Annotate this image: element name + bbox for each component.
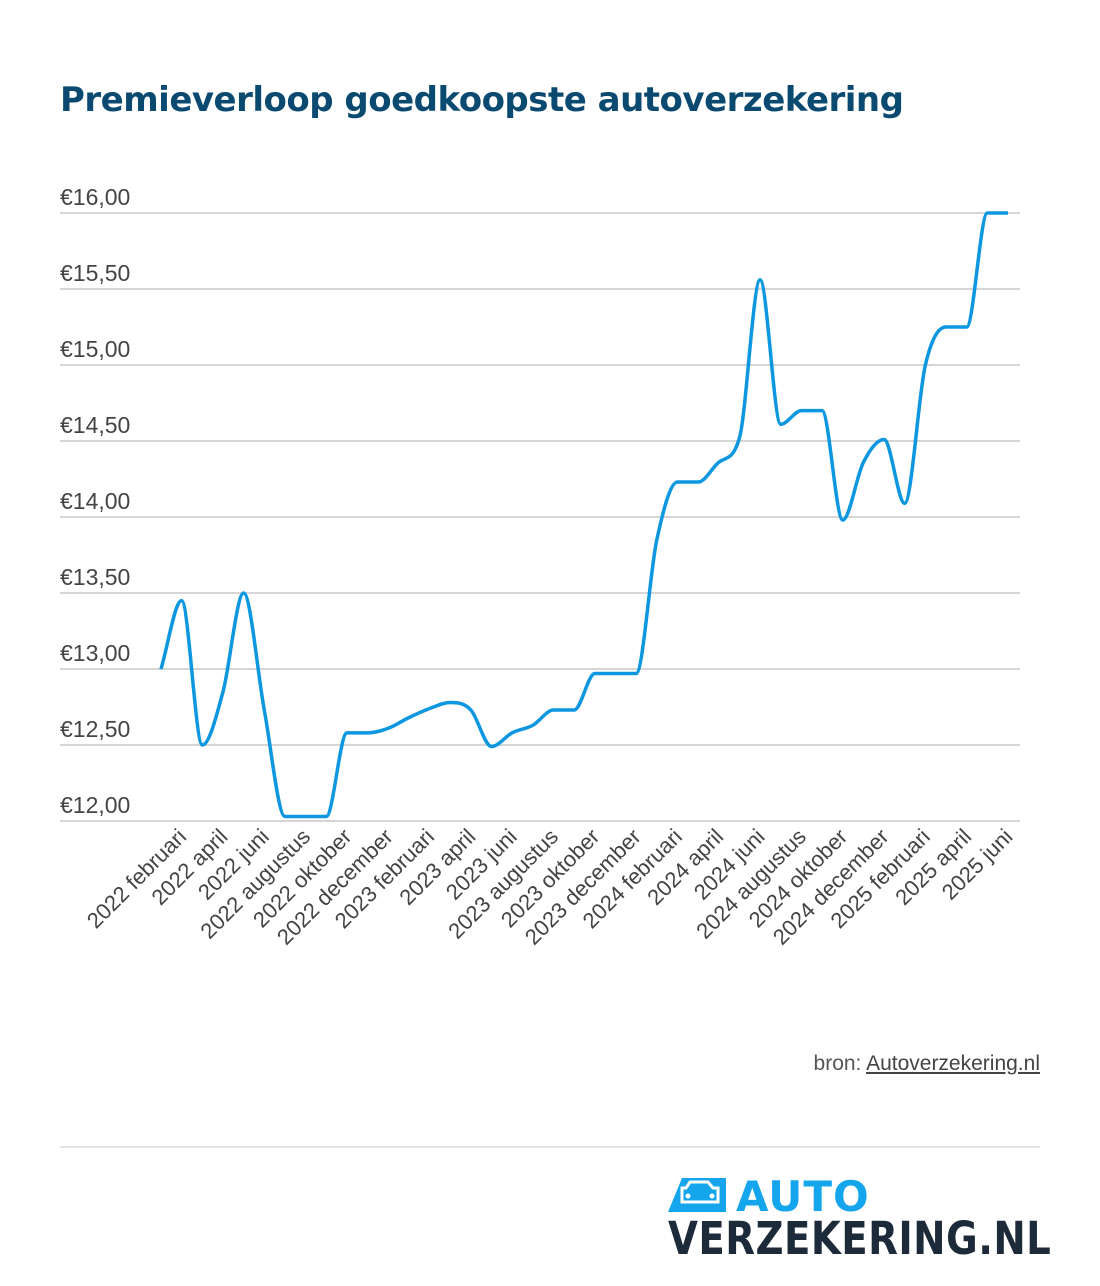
logo-text-verzekering: VERZEKERING.NL	[668, 1212, 1052, 1265]
logo-text-auto: AUTO	[736, 1172, 870, 1221]
logo: AUTO VERZEKERING.NL	[668, 1172, 1051, 1265]
source-link[interactable]: Autoverzekering.nl	[866, 1052, 1040, 1075]
source-prefix: bron:	[813, 1052, 867, 1075]
y-tick-label: €12,50	[60, 716, 130, 742]
y-tick-label: €13,00	[60, 640, 130, 666]
line-chart: €12,00 €12,50 €13,00 €13,50 €14,00 €14,50 €15,…	[60, 184, 1020, 950]
y-tick-label: €12,00	[60, 792, 130, 818]
series-line-premie	[159, 211, 1008, 819]
y-tick-label: €13,50	[60, 564, 130, 590]
grid-lines	[60, 212, 1020, 822]
y-tick-label: €15,50	[60, 260, 130, 286]
y-tick-label: €14,50	[60, 412, 130, 438]
y-tick-label: €16,00	[60, 184, 130, 210]
divider	[60, 1146, 1040, 1148]
car-icon	[668, 1178, 726, 1212]
y-axis: €12,00 €12,50 €13,00 €13,50 €14,00 €14,50 €15,…	[60, 184, 130, 818]
source-note: bron: Autoverzekering.nl	[814, 1052, 1040, 1076]
y-tick-label: €14,00	[60, 488, 130, 514]
chart-title: Premieverloop goedkoopste autoverzekerin…	[60, 80, 904, 120]
y-tick-label: €15,00	[60, 336, 130, 362]
